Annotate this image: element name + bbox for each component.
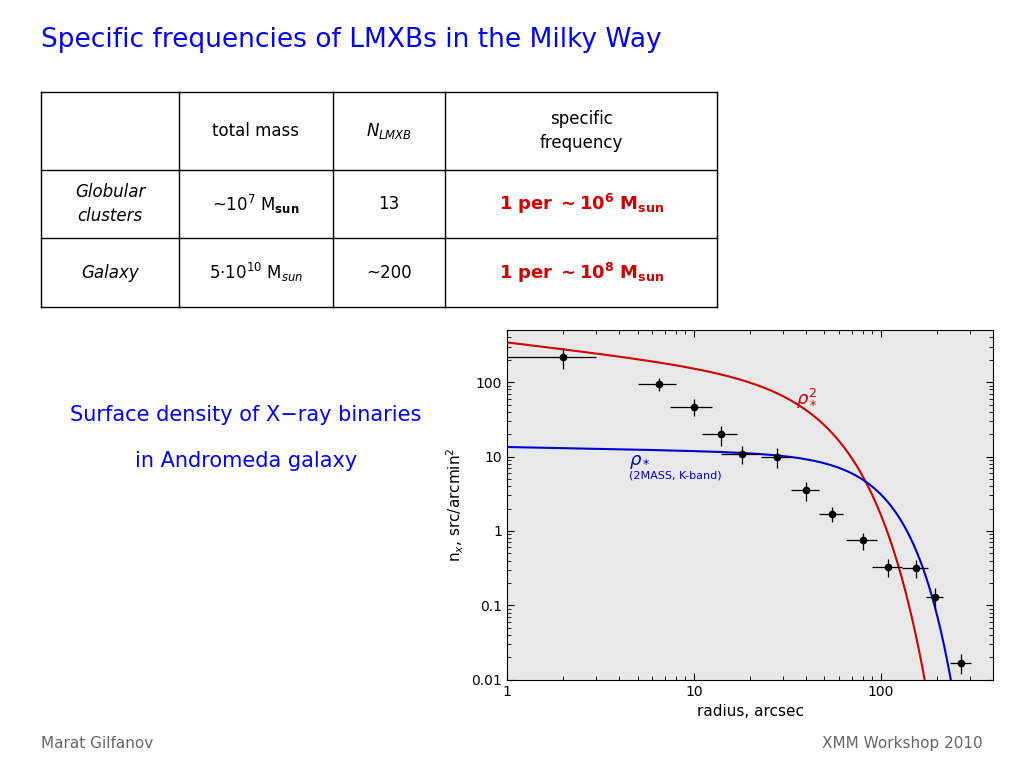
- Text: specific
frequency: specific frequency: [540, 110, 623, 151]
- Text: in Andromeda galaxy: in Andromeda galaxy: [134, 451, 357, 471]
- Text: ~200: ~200: [367, 263, 412, 282]
- Y-axis label: n$_x$, src/arcmin$^2$: n$_x$, src/arcmin$^2$: [444, 448, 466, 562]
- Text: Marat Gilfanov: Marat Gilfanov: [41, 736, 154, 751]
- Text: total mass: total mass: [213, 122, 299, 140]
- Text: 5$\cdot$10$^{10}$ M$_{sun}$: 5$\cdot$10$^{10}$ M$_{sun}$: [209, 261, 303, 284]
- Text: $\mathbf{1\ per\ {\sim}10^{8}\ M_{sun}}$: $\mathbf{1\ per\ {\sim}10^{8}\ M_{sun}}$: [499, 261, 664, 285]
- X-axis label: radius, arcsec: radius, arcsec: [696, 704, 804, 719]
- Text: Galaxy: Galaxy: [81, 263, 139, 282]
- Text: ~10$^{7}$ M$\mathbf{_{sun}}$: ~10$^{7}$ M$\mathbf{_{sun}}$: [212, 193, 300, 216]
- Text: Globular
clusters: Globular clusters: [75, 184, 145, 225]
- Text: $\rho_*^2$: $\rho_*^2$: [796, 387, 817, 410]
- Text: (2MASS, K-band): (2MASS, K-band): [629, 471, 722, 481]
- Text: $\rho_*$: $\rho_*$: [629, 453, 651, 471]
- Text: 13: 13: [379, 195, 399, 213]
- Text: $\mathbf{1\ per\ {\sim}10^{6}\ M_{sun}}$: $\mathbf{1\ per\ {\sim}10^{6}\ M_{sun}}$: [499, 192, 664, 216]
- Text: $N_{LMXB}$: $N_{LMXB}$: [366, 121, 413, 141]
- Text: Surface density of X−ray binaries: Surface density of X−ray binaries: [70, 405, 422, 425]
- Text: Specific frequencies of LMXBs in the Milky Way: Specific frequencies of LMXBs in the Mil…: [41, 27, 662, 53]
- Text: XMM Workshop 2010: XMM Workshop 2010: [822, 736, 983, 751]
